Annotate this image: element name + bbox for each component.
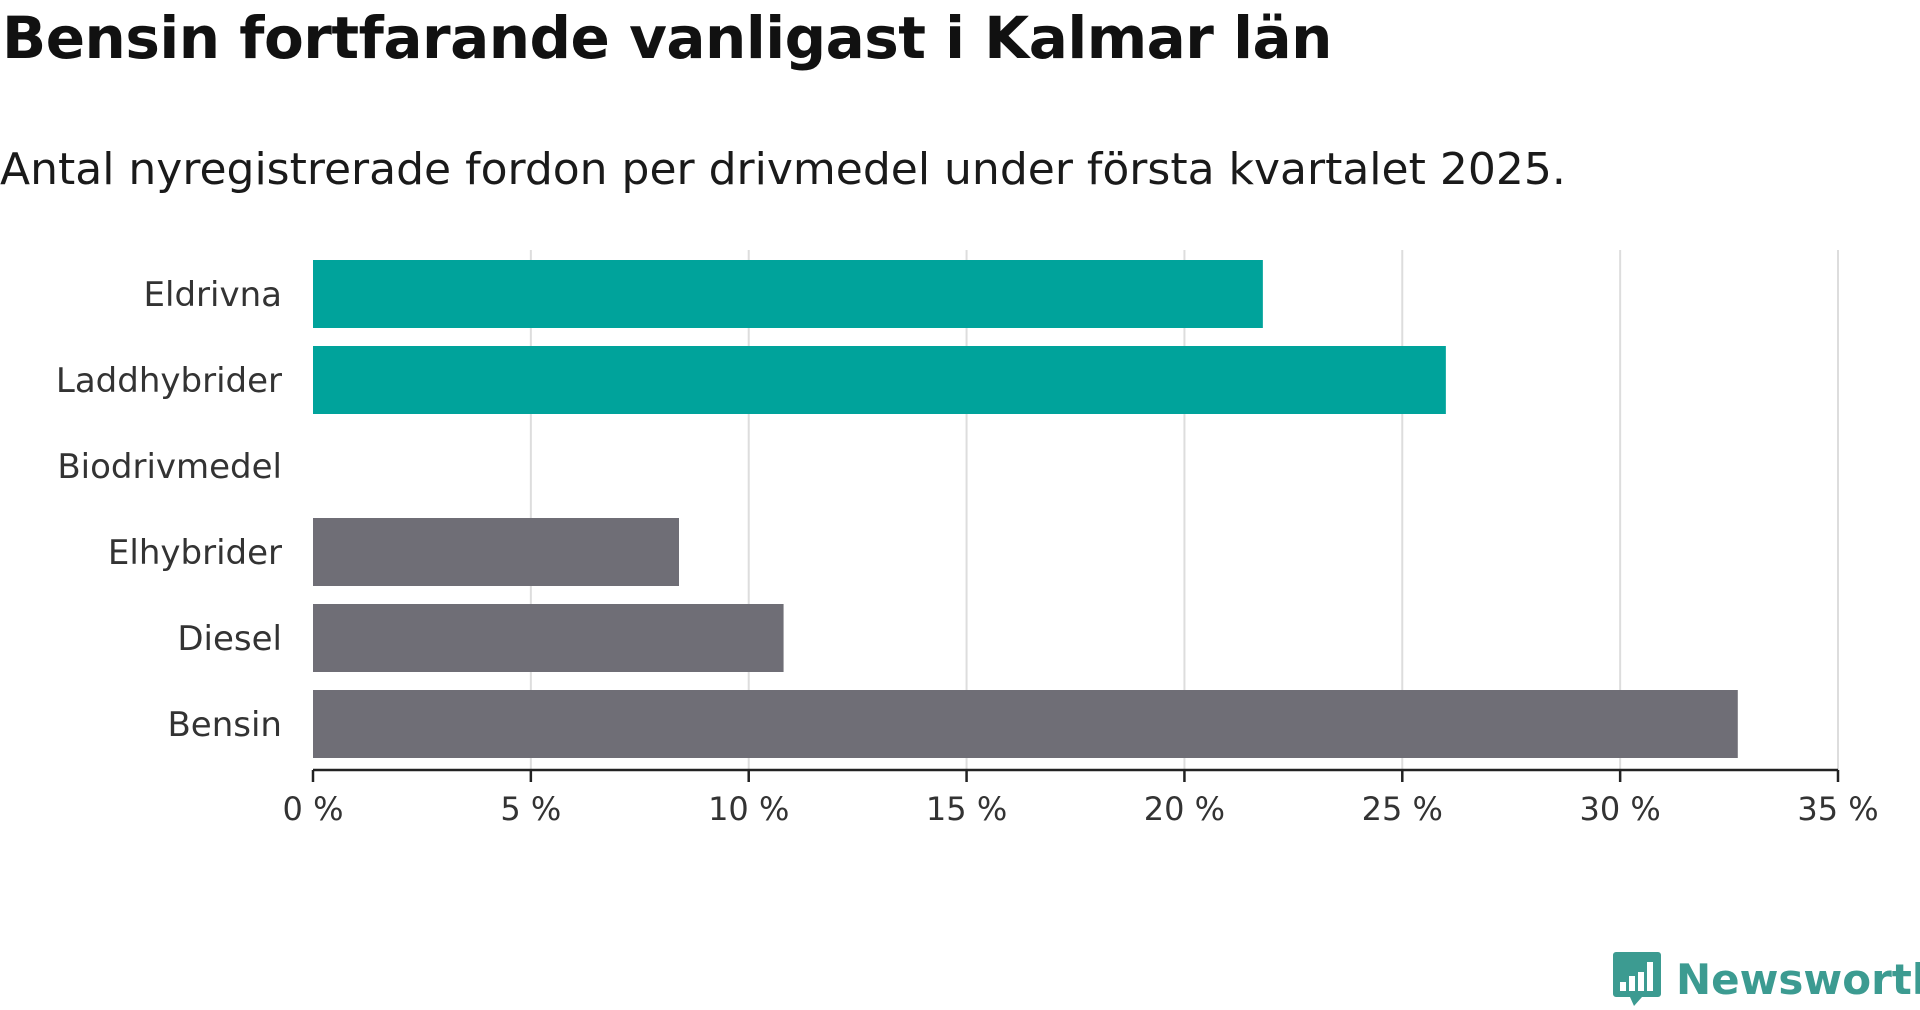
x-tick-label-5: 5 %: [500, 790, 561, 828]
bar-diesel: [313, 604, 784, 672]
x-tick-label-0: 0 %: [283, 790, 344, 828]
x-tick-label-35: 35 %: [1797, 790, 1878, 828]
category-label-diesel: Diesel: [177, 619, 282, 659]
x-axis: 0 % 5 % 10 % 15 % 20 % 25 % 30 % 35 %: [283, 768, 1879, 828]
category-label-elhybrider: Elhybrider: [108, 533, 282, 573]
category-label-biodrivmedel: Biodrivmedel: [57, 447, 282, 487]
chart-title: Bensin fortfarande vanligast i Kalmar lä…: [2, 4, 1332, 72]
gridlines: [529, 250, 1839, 770]
x-tick-label-25: 25 %: [1362, 790, 1443, 828]
bar-eldrivna: [313, 260, 1263, 328]
category-label-eldrivna: Eldrivna: [144, 275, 282, 315]
category-label-laddhybrider: Laddhybrider: [56, 361, 282, 401]
brand-name: Newsworthy: [1676, 954, 1920, 1004]
newsworthy-logo-icon: [1613, 952, 1661, 1006]
category-labels: Eldrivna Laddhybrider Biodrivmedel Elhybrid…: [56, 275, 282, 745]
bars: [313, 260, 1738, 758]
category-label-bensin: Bensin: [167, 705, 282, 745]
chart-subtitle: Antal nyregistrerade fordon per drivmede…: [0, 144, 1566, 195]
x-tick-label-20: 20 %: [1144, 790, 1225, 828]
bar-bensin: [313, 690, 1738, 758]
x-tick-label-30: 30 %: [1579, 790, 1660, 828]
x-tick-label-10: 10 %: [708, 790, 789, 828]
bar-laddhybrider: [313, 346, 1446, 414]
brand-logo: Newsworthy: [1612, 950, 1920, 1008]
x-tick-label-15: 15 %: [926, 790, 1007, 828]
bar-elhybrider: [313, 518, 679, 586]
